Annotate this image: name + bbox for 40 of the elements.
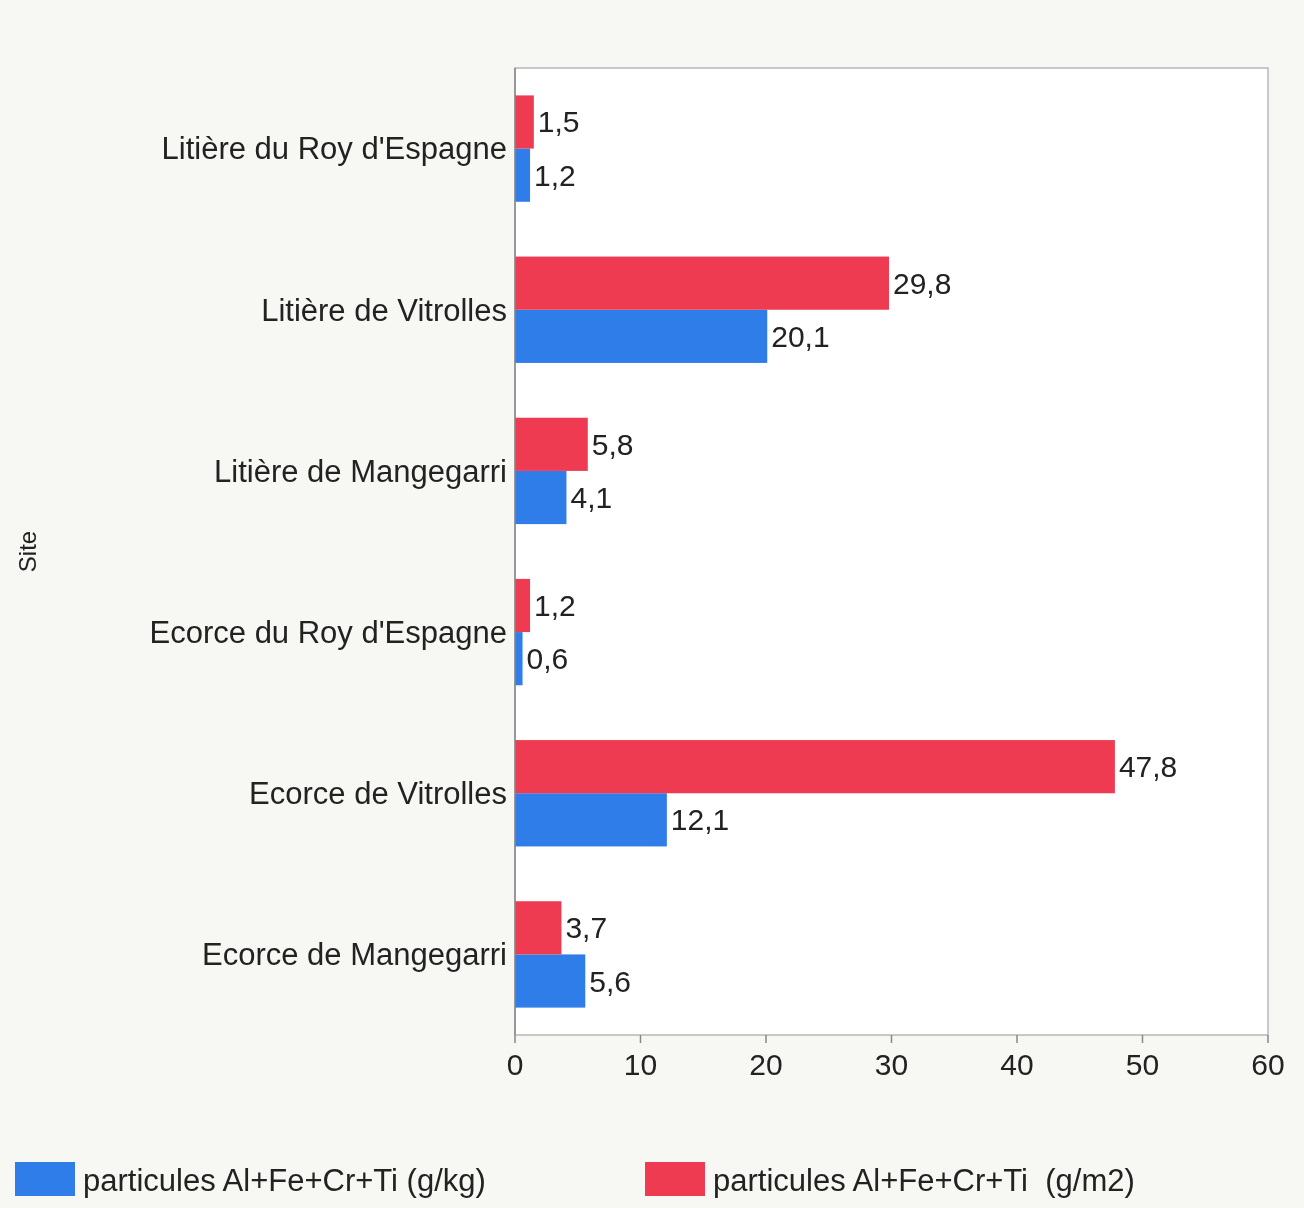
data-label: 29,8	[892, 266, 952, 300]
data-label: 1,5	[537, 105, 580, 139]
bar	[515, 901, 562, 955]
legend-label: particules Al+Fe+Cr+Ti (g/kg)	[83, 1162, 486, 1198]
data-label: 4,1	[570, 481, 613, 515]
data-label: 47,8	[1118, 750, 1178, 784]
data-label: 1,2	[534, 588, 576, 622]
bar	[515, 95, 534, 149]
bar	[515, 578, 531, 633]
bar	[515, 740, 1115, 794]
y-tick-label: Ecorce de Mangegarri	[202, 937, 507, 973]
x-tick-label: 40	[1000, 1048, 1034, 1081]
data-label: 5,8	[591, 427, 634, 461]
bar	[515, 309, 768, 363]
x-tick-label: 10	[623, 1048, 658, 1081]
data-label: 20,1	[771, 319, 830, 353]
legend-label: particules Al+Fe+Cr+Ti (g/m2)	[713, 1162, 1135, 1198]
y-tick-label: Ecorce de Vitrolles	[249, 776, 507, 812]
data-label: 12,1	[670, 803, 730, 837]
data-label: 3,7	[565, 911, 608, 945]
bar	[515, 954, 586, 1008]
y-tick-label: Litière de Mangegarri	[214, 453, 507, 489]
x-tick-label: 20	[749, 1048, 783, 1081]
x-tick-label: 50	[1125, 1048, 1160, 1081]
y-tick-label: Litière de Vitrolles	[261, 292, 507, 328]
bar	[515, 632, 523, 686]
data-label: 5,6	[589, 964, 631, 998]
data-label: 0,6	[526, 642, 569, 676]
data-label: 1,2	[534, 158, 576, 192]
y-tick-label: Ecorce du Roy d'Espagne	[149, 614, 507, 650]
bar	[515, 793, 667, 847]
x-tick-label: 30	[874, 1048, 909, 1081]
bar	[515, 417, 588, 471]
bar	[515, 470, 567, 525]
x-tick-label: 0	[506, 1048, 524, 1081]
y-axis-title: Site	[14, 530, 41, 573]
bar	[515, 148, 531, 202]
y-tick-label: Litière du Roy d'Espagne	[161, 131, 507, 167]
x-tick-label: 60	[1251, 1048, 1285, 1081]
bar	[515, 256, 889, 310]
